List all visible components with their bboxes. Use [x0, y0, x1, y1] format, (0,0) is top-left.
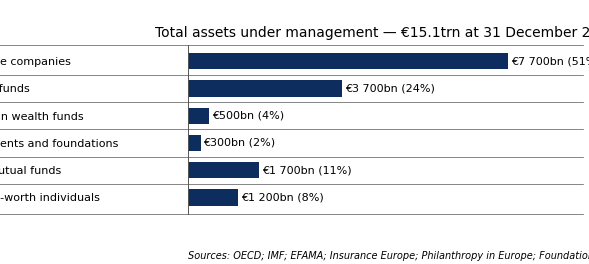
Text: €1 700bn (11%): €1 700bn (11%) — [262, 165, 351, 175]
Bar — [188, 107, 209, 124]
Bar — [188, 53, 508, 69]
Bar — [188, 135, 201, 151]
Bar — [188, 162, 259, 178]
Bar — [188, 80, 342, 97]
Text: Sources: OECD; IMF; EFAMA; Insurance Europe; Philanthropy in Europe; Foundation : Sources: OECD; IMF; EFAMA; Insurance Eur… — [188, 251, 589, 261]
Text: €3 700bn (24%): €3 700bn (24%) — [345, 83, 435, 93]
Text: €7 700bn (51%): €7 700bn (51%) — [511, 56, 589, 66]
Text: €1 200bn (8%): €1 200bn (8%) — [241, 192, 323, 202]
Title: Total assets under management — €15.1trn at 31 December 2011: Total assets under management — €15.1trn… — [155, 26, 589, 40]
Text: €500bn (4%): €500bn (4%) — [211, 111, 284, 121]
Bar — [188, 189, 239, 206]
Text: €300bn (2%): €300bn (2%) — [203, 138, 276, 148]
